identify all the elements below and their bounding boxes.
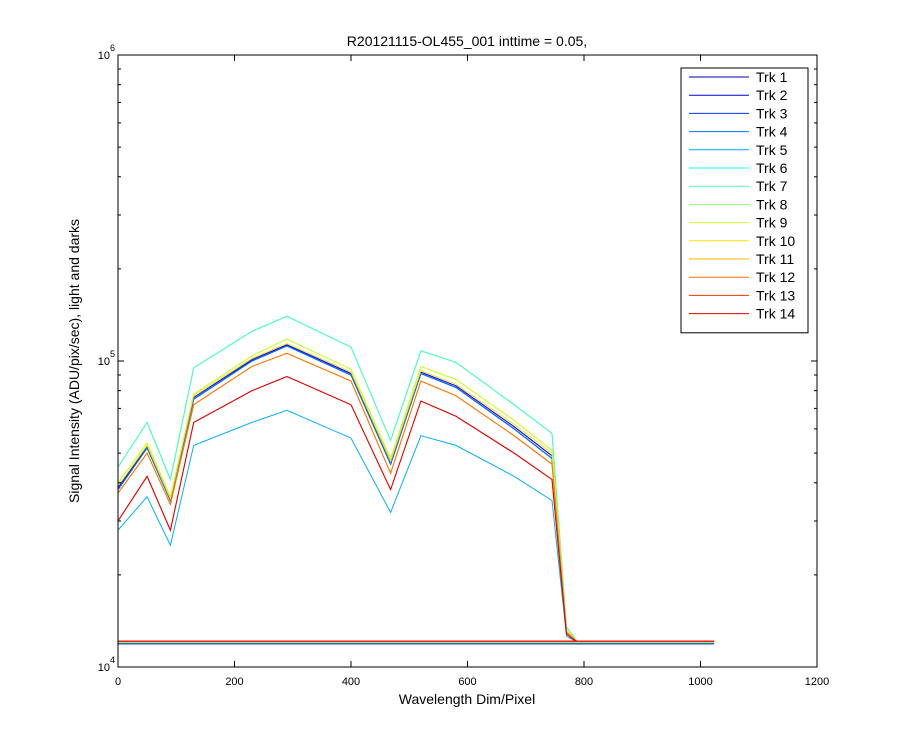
y-tick-exponent: 4 [110, 655, 115, 665]
series-line-trk-12 [117, 352, 714, 644]
legend-label: Trk 11 [756, 251, 794, 267]
x-axis-label: Wavelength Dim/Pixel [399, 691, 535, 707]
series-line-trk-5 [117, 409, 714, 644]
legend-label: Trk 12 [756, 269, 795, 285]
y-tick-label: 10 [98, 50, 110, 62]
legend-label: Trk 6 [756, 160, 788, 176]
y-tick-label: 10 [98, 662, 110, 674]
y-tick-exponent: 6 [110, 43, 115, 53]
legend-label: Trk 7 [756, 178, 788, 194]
legend-label: Trk 5 [756, 142, 788, 158]
legend-label: Trk 13 [756, 287, 795, 303]
legend-label: Trk 10 [756, 233, 795, 249]
y-tick-label: 10 [98, 356, 110, 368]
legend-label: Trk 14 [756, 306, 795, 322]
x-tick-label: 1200 [805, 676, 829, 688]
x-tick-label: 1000 [688, 676, 712, 688]
legend-box [680, 67, 809, 334]
legend-label: Trk 1 [756, 69, 788, 85]
legend-label: Trk 2 [756, 87, 788, 103]
legend-label: Trk 8 [756, 196, 788, 212]
chart-title: R20121115-OL455_001 inttime = 0.05, [347, 33, 587, 49]
y-axis-label: Signal Intensity (ADU/pix/sec), light an… [66, 219, 82, 503]
x-tick-label: 800 [575, 676, 593, 688]
legend-label: Trk 4 [756, 124, 788, 140]
legend: Trk 1 Trk 2 Trk 3 Trk 4 Trk 5 Trk 6 Trk 7 Trk 8… [680, 67, 809, 334]
legend-label: Trk 3 [756, 105, 788, 121]
y-tick-exponent: 5 [110, 349, 115, 359]
series-line-trk-7 [117, 315, 714, 644]
x-tick-label: 400 [342, 676, 360, 688]
x-tick-label: 200 [225, 676, 243, 688]
legend-label: Trk 9 [756, 215, 788, 231]
x-tick-label: 0 [115, 676, 121, 688]
series-line-trk-14 [117, 375, 714, 644]
x-tick-label: 600 [458, 676, 476, 688]
